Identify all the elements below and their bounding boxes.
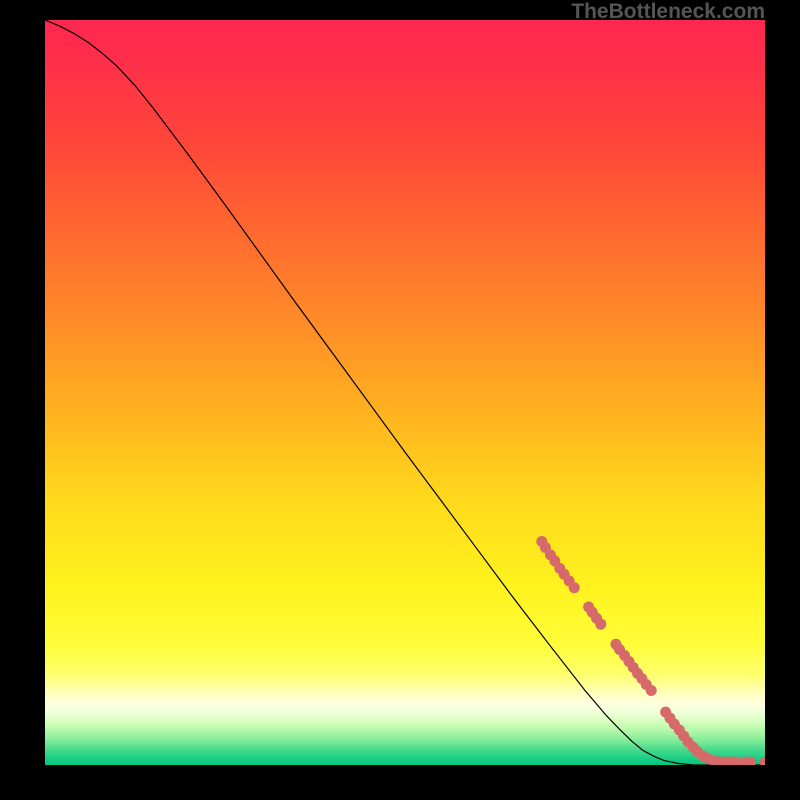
scatter-point bbox=[595, 619, 606, 630]
chart-overlay bbox=[45, 20, 765, 765]
chart-stage: TheBottleneck.com bbox=[0, 0, 800, 800]
watermark-text: TheBottleneck.com bbox=[571, 0, 765, 24]
scatter-point bbox=[646, 685, 657, 696]
scatter-point bbox=[569, 582, 580, 593]
plot-area bbox=[45, 20, 765, 765]
scatter-point bbox=[760, 757, 766, 765]
scatter-series bbox=[536, 536, 765, 765]
bottleneck-curve bbox=[45, 20, 765, 765]
